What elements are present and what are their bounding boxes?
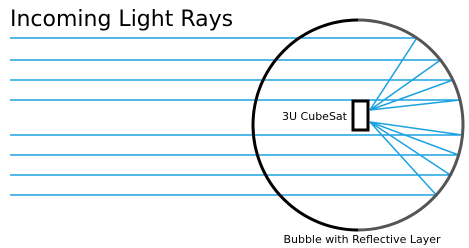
light-ray <box>10 122 459 155</box>
cubesat <box>353 101 368 130</box>
light-ray <box>10 122 436 195</box>
title: Incoming Light Rays <box>10 7 233 32</box>
light-ray <box>10 122 450 175</box>
bubble-label: Bubble with Reflective Layer <box>283 233 441 246</box>
light-rays <box>10 38 463 195</box>
cubesat-label: 3U CubeSat <box>282 110 348 123</box>
light-ray <box>10 38 417 110</box>
bubble-left-arc <box>253 20 358 230</box>
light-ray <box>10 122 463 135</box>
light-ray <box>10 60 441 110</box>
diagram: Incoming Light Rays 3U CubeSat Bubble wi… <box>0 0 469 248</box>
